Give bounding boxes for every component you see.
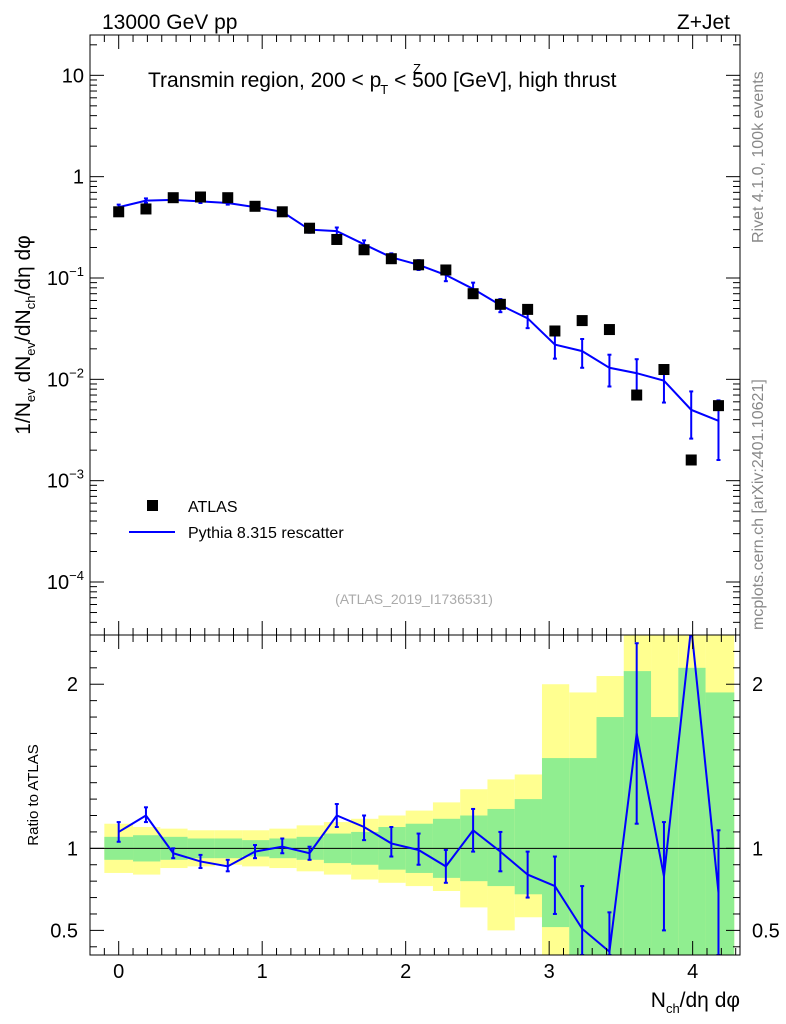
main-y-tick-label: 10−1 bbox=[47, 264, 84, 290]
x-tick-label: 2 bbox=[400, 961, 411, 983]
ratio-y-tick-label-right: 0.5 bbox=[752, 920, 780, 942]
atlas-data-point bbox=[494, 298, 506, 310]
main-y-ticks: 10 1 10−1 10−2 10−3 10−4 bbox=[47, 44, 740, 636]
main-y-tick-label: 10−4 bbox=[47, 568, 84, 594]
atlas-data-point bbox=[222, 192, 234, 204]
atlas-data-point bbox=[522, 303, 534, 315]
process-label: Z+Jet bbox=[677, 11, 730, 34]
x-tick-label: 1 bbox=[257, 961, 268, 983]
ratio-frame bbox=[89, 634, 741, 956]
ratio-y-tick-label-right: 1 bbox=[752, 838, 763, 860]
ratio-y-axis-label: Ratio to ATLAS bbox=[25, 744, 42, 845]
atlas-data-point bbox=[304, 222, 316, 234]
atlas-data-point bbox=[167, 192, 179, 204]
atlas-data-point bbox=[467, 288, 479, 300]
ratio-clip-group bbox=[116, 635, 721, 955]
legend-label-pythia: Pythia 8.315 rescatter bbox=[188, 525, 344, 542]
atlas-data-point bbox=[140, 203, 152, 215]
atlas-data-point bbox=[113, 206, 125, 218]
title-post: < 500 [GeV], high thrust bbox=[388, 69, 616, 92]
title-sup: Z bbox=[413, 61, 421, 76]
legend-marker-atlas bbox=[147, 500, 158, 511]
plot-title: Transmin region, 200 < pT < 500 [GeV], h… bbox=[148, 69, 617, 97]
analysis-watermark: (ATLAS_2019_I1736531) bbox=[335, 591, 493, 607]
atlas-data-point bbox=[249, 200, 261, 212]
main-y-tick-label: 10 bbox=[62, 65, 84, 87]
legend-label-atlas: ATLAS bbox=[188, 499, 238, 516]
atlas-data-point bbox=[440, 264, 452, 276]
atlas-data-point bbox=[385, 253, 397, 265]
ratio-y-tick-label: 0.5 bbox=[50, 920, 78, 942]
main-y-tick-label: 10−2 bbox=[47, 365, 84, 391]
main-series bbox=[113, 191, 724, 466]
main-x-ticks bbox=[103, 35, 737, 635]
x-tick-label: 0 bbox=[113, 961, 124, 983]
atlas-data-point bbox=[685, 454, 697, 466]
ratio-uncertainty-bands bbox=[104, 635, 735, 955]
main-y-axis-label: 1/Nev dNev/dNch/dη dφ bbox=[12, 235, 38, 435]
pythia-line bbox=[118, 198, 719, 422]
title-sub: T bbox=[380, 82, 388, 97]
atlas-data-point bbox=[194, 191, 206, 203]
title-pre: Transmin region, 200 < p bbox=[148, 69, 381, 92]
energy-label: 13000 GeV pp bbox=[102, 11, 237, 34]
main-y-tick-label: 1 bbox=[73, 167, 84, 189]
x-tick-label: 4 bbox=[687, 961, 698, 983]
x-axis-label: Nch/dη dφ bbox=[651, 989, 740, 1016]
atlas-data-point bbox=[549, 325, 561, 337]
ratio-y-tick-label: 1 bbox=[67, 838, 78, 860]
x-tick-label: 3 bbox=[544, 961, 555, 983]
atlas-data-point bbox=[276, 206, 288, 218]
ratio-y-tick-label-right: 2 bbox=[752, 674, 763, 696]
main-y-tick-label: 10−3 bbox=[47, 467, 84, 493]
mcplots-label: mcplots.cern.ch [arXiv:2401.10621] bbox=[750, 379, 767, 630]
legend: ATLAS Pythia 8.315 rescatter bbox=[129, 499, 344, 542]
atlas-data-point bbox=[576, 315, 588, 327]
band-inner bbox=[705, 692, 735, 955]
main-panel: 10 1 10−1 10−2 10−3 10−4 Transmin region, 200… bbox=[12, 34, 741, 636]
atlas-data-point bbox=[603, 324, 615, 336]
ratio-panel: 0 1 2 3 4 0.5 0.5 1 1 2 2 Ratio to ATLAS Nch/dη dφ bbox=[25, 634, 780, 1016]
atlas-data-point bbox=[331, 233, 343, 245]
rivet-label: Rivet 4.1.0, 100k events bbox=[750, 71, 767, 243]
main-frame bbox=[89, 34, 741, 636]
atlas-data-point bbox=[358, 244, 370, 256]
ratio-ticks: 0 1 2 3 4 0.5 0.5 1 1 2 2 bbox=[50, 634, 780, 983]
atlas-data-point bbox=[631, 389, 643, 401]
ratio-y-tick-label: 2 bbox=[67, 674, 78, 696]
atlas-data-point bbox=[712, 400, 724, 412]
ratio-series bbox=[116, 635, 721, 955]
atlas-data-point bbox=[413, 259, 425, 271]
atlas-data-point bbox=[658, 364, 670, 376]
